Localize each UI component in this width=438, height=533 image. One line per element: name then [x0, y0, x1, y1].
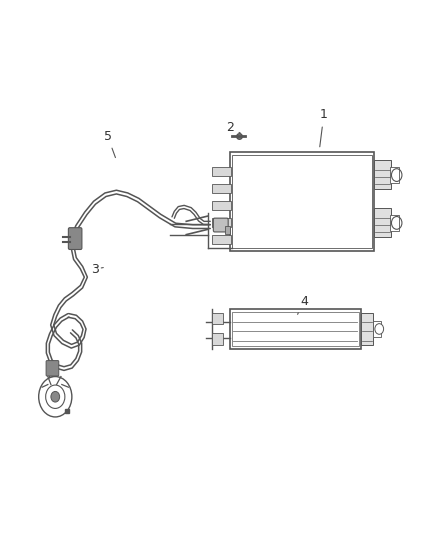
- Circle shape: [39, 376, 72, 417]
- Bar: [212, 235, 231, 244]
- Bar: [390, 167, 399, 183]
- Bar: [374, 160, 391, 189]
- Bar: [374, 208, 391, 237]
- Bar: [212, 333, 223, 345]
- Bar: [212, 183, 231, 193]
- FancyBboxPatch shape: [46, 361, 59, 376]
- Circle shape: [51, 391, 60, 402]
- Bar: [232, 312, 359, 346]
- Text: 3: 3: [91, 263, 103, 276]
- Bar: [361, 313, 373, 345]
- Bar: [230, 309, 361, 349]
- Text: 4: 4: [297, 295, 308, 314]
- Text: 2: 2: [226, 120, 240, 134]
- Bar: [212, 217, 231, 227]
- FancyBboxPatch shape: [225, 225, 230, 234]
- Circle shape: [46, 385, 65, 408]
- Bar: [212, 313, 223, 325]
- FancyBboxPatch shape: [213, 218, 228, 232]
- Bar: [232, 155, 372, 248]
- Bar: [230, 152, 374, 251]
- Bar: [390, 215, 399, 231]
- Bar: [212, 166, 231, 176]
- Text: 1: 1: [320, 109, 328, 147]
- Bar: [373, 321, 381, 337]
- Circle shape: [375, 324, 384, 334]
- FancyBboxPatch shape: [68, 228, 82, 249]
- Text: 5: 5: [104, 130, 116, 158]
- Bar: [212, 200, 231, 210]
